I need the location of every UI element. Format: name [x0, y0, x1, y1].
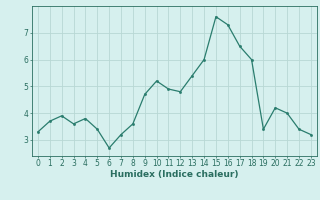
X-axis label: Humidex (Indice chaleur): Humidex (Indice chaleur) [110, 170, 239, 179]
